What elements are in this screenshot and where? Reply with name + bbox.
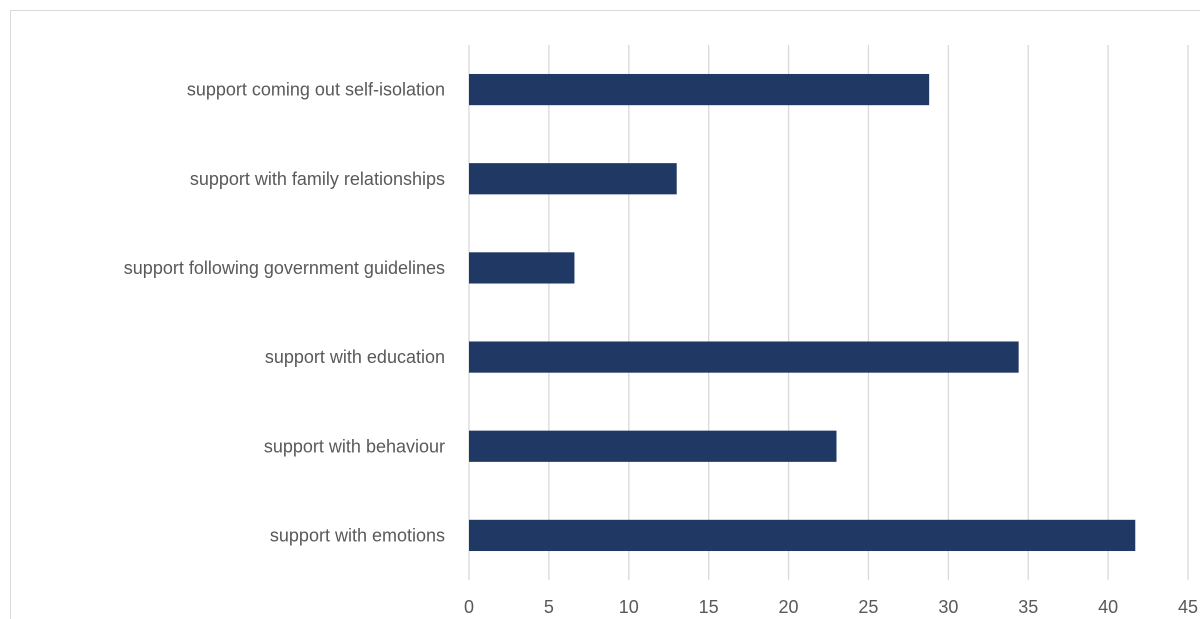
bar [469,519,1136,552]
chart-frame [10,10,1200,619]
bar [469,252,575,284]
bar [469,73,930,106]
bars [469,73,1136,552]
category-label: support with behaviour [264,436,445,456]
x-tick-label: 5 [544,597,554,617]
x-tick-label: 35 [1018,597,1038,617]
x-tick-label: 0 [464,597,474,617]
category-label: support with emotions [270,525,445,545]
category-label: support coming out self-isolation [187,80,445,100]
x-tick-label: 45 [1178,597,1198,617]
category-label: support with education [265,347,445,367]
category-label: support with family relationships [190,169,445,189]
x-tick-label: 30 [938,597,958,617]
bar [469,430,837,462]
gridlines [468,45,1189,580]
x-tick-label: 15 [699,597,719,617]
bar [469,163,677,195]
x-tick-label: 10 [619,597,639,617]
category-label: support following government guidelines [124,258,445,278]
bar [469,341,1019,373]
category-labels: support coming out self-isolation support… [124,80,445,546]
x-axis-tick-labels: 0 5 10 15 20 25 30 35 40 45 [464,597,1198,617]
x-tick-label: 20 [779,597,799,617]
x-tick-label: 25 [858,597,878,617]
x-tick-label: 40 [1098,597,1118,617]
